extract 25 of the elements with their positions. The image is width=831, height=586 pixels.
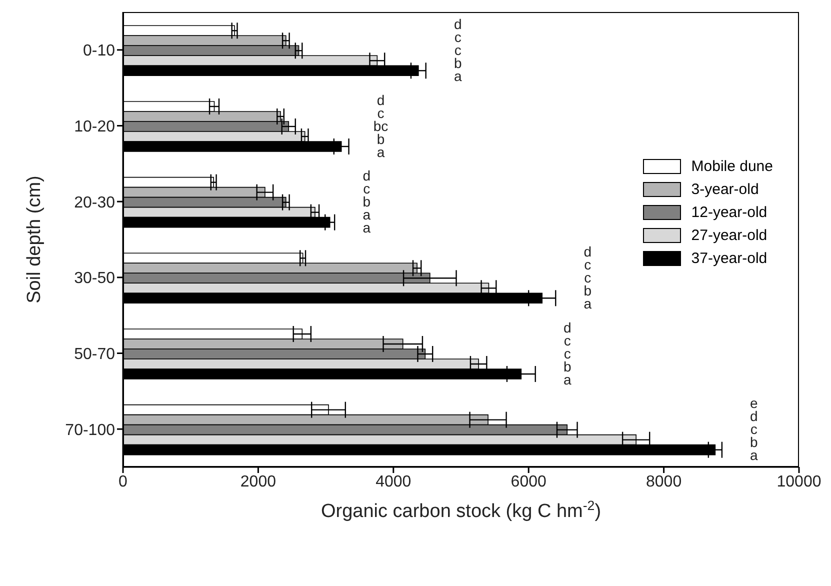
legend-label: 27-year-old (691, 227, 768, 244)
x-tick-label: 4000 (376, 473, 412, 490)
y-tick-label: 20-30 (74, 194, 116, 212)
annotation: d c c b a (584, 243, 592, 312)
y-tick-label: 50-70 (74, 346, 116, 363)
y-axis-title: Soil depth (cm) (24, 176, 45, 304)
y-tick-label: 0-10 (82, 42, 116, 60)
annotation: d c bc b a (373, 92, 388, 160)
x-axis-title: Organic carbon stock (kg C hm$^{-2}$) (320, 498, 602, 522)
y-tick-label: 10-20 (74, 118, 116, 136)
y-tick-label: 70-100 (65, 422, 116, 439)
x-tick-label: 0 (118, 473, 128, 490)
legend-label: Mobile dune (691, 158, 773, 175)
y-tick-label: 30-50 (74, 270, 116, 288)
x-tick-label: 10000 (776, 473, 822, 490)
x-tick-label: 8000 (646, 473, 682, 490)
annotation: e d c b a (750, 395, 758, 464)
x-tick-label: 6000 (510, 473, 546, 490)
legend-label: 3-year-old (691, 181, 759, 198)
annotation: d c c b a (563, 319, 572, 388)
x-tick-label: 2000 (240, 473, 276, 490)
annotation: d c b a a (362, 168, 371, 236)
legend-label: 37-year-old (691, 250, 768, 267)
annotation: d c c b a (454, 16, 462, 84)
legend-label: 12-year-old (691, 204, 768, 221)
